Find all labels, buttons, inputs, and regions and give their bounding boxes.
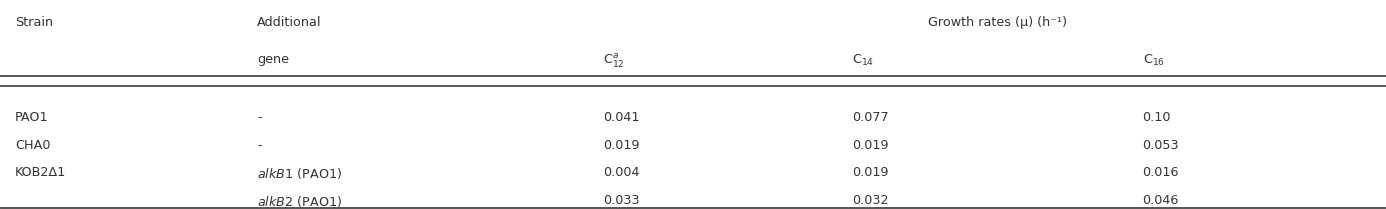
Text: 0.004: 0.004 bbox=[603, 166, 639, 179]
Text: gene: gene bbox=[258, 53, 290, 66]
Text: PAO1: PAO1 bbox=[15, 111, 49, 124]
Text: C$^{a}_{12}$: C$^{a}_{12}$ bbox=[603, 53, 625, 70]
Text: -: - bbox=[258, 111, 262, 124]
Text: 0.019: 0.019 bbox=[852, 139, 888, 152]
Text: -: - bbox=[258, 139, 262, 152]
Text: 0.10: 0.10 bbox=[1142, 111, 1171, 124]
Text: 0.046: 0.046 bbox=[1142, 194, 1179, 207]
Text: $\it{alkB1}$ (PAO1): $\it{alkB1}$ (PAO1) bbox=[258, 166, 342, 181]
Text: C$_{14}$: C$_{14}$ bbox=[852, 53, 875, 68]
Text: 0.019: 0.019 bbox=[852, 166, 888, 179]
Text: 0.033: 0.033 bbox=[603, 194, 640, 207]
Text: Growth rates (μ) (h⁻¹): Growth rates (μ) (h⁻¹) bbox=[927, 16, 1067, 29]
Text: $\it{alkB2}$ (PAO1): $\it{alkB2}$ (PAO1) bbox=[258, 194, 342, 209]
Text: 0.016: 0.016 bbox=[1142, 166, 1179, 179]
Text: 0.041: 0.041 bbox=[603, 111, 639, 124]
Text: Strain: Strain bbox=[15, 16, 53, 29]
Text: CHA0: CHA0 bbox=[15, 139, 51, 152]
Text: 0.077: 0.077 bbox=[852, 111, 888, 124]
Text: 0.053: 0.053 bbox=[1142, 139, 1179, 152]
Text: KOB2Δ1: KOB2Δ1 bbox=[15, 166, 67, 179]
Text: 0.019: 0.019 bbox=[603, 139, 639, 152]
Text: C$_{16}$: C$_{16}$ bbox=[1142, 53, 1164, 68]
Text: Additional: Additional bbox=[258, 16, 322, 29]
Text: 0.032: 0.032 bbox=[852, 194, 888, 207]
